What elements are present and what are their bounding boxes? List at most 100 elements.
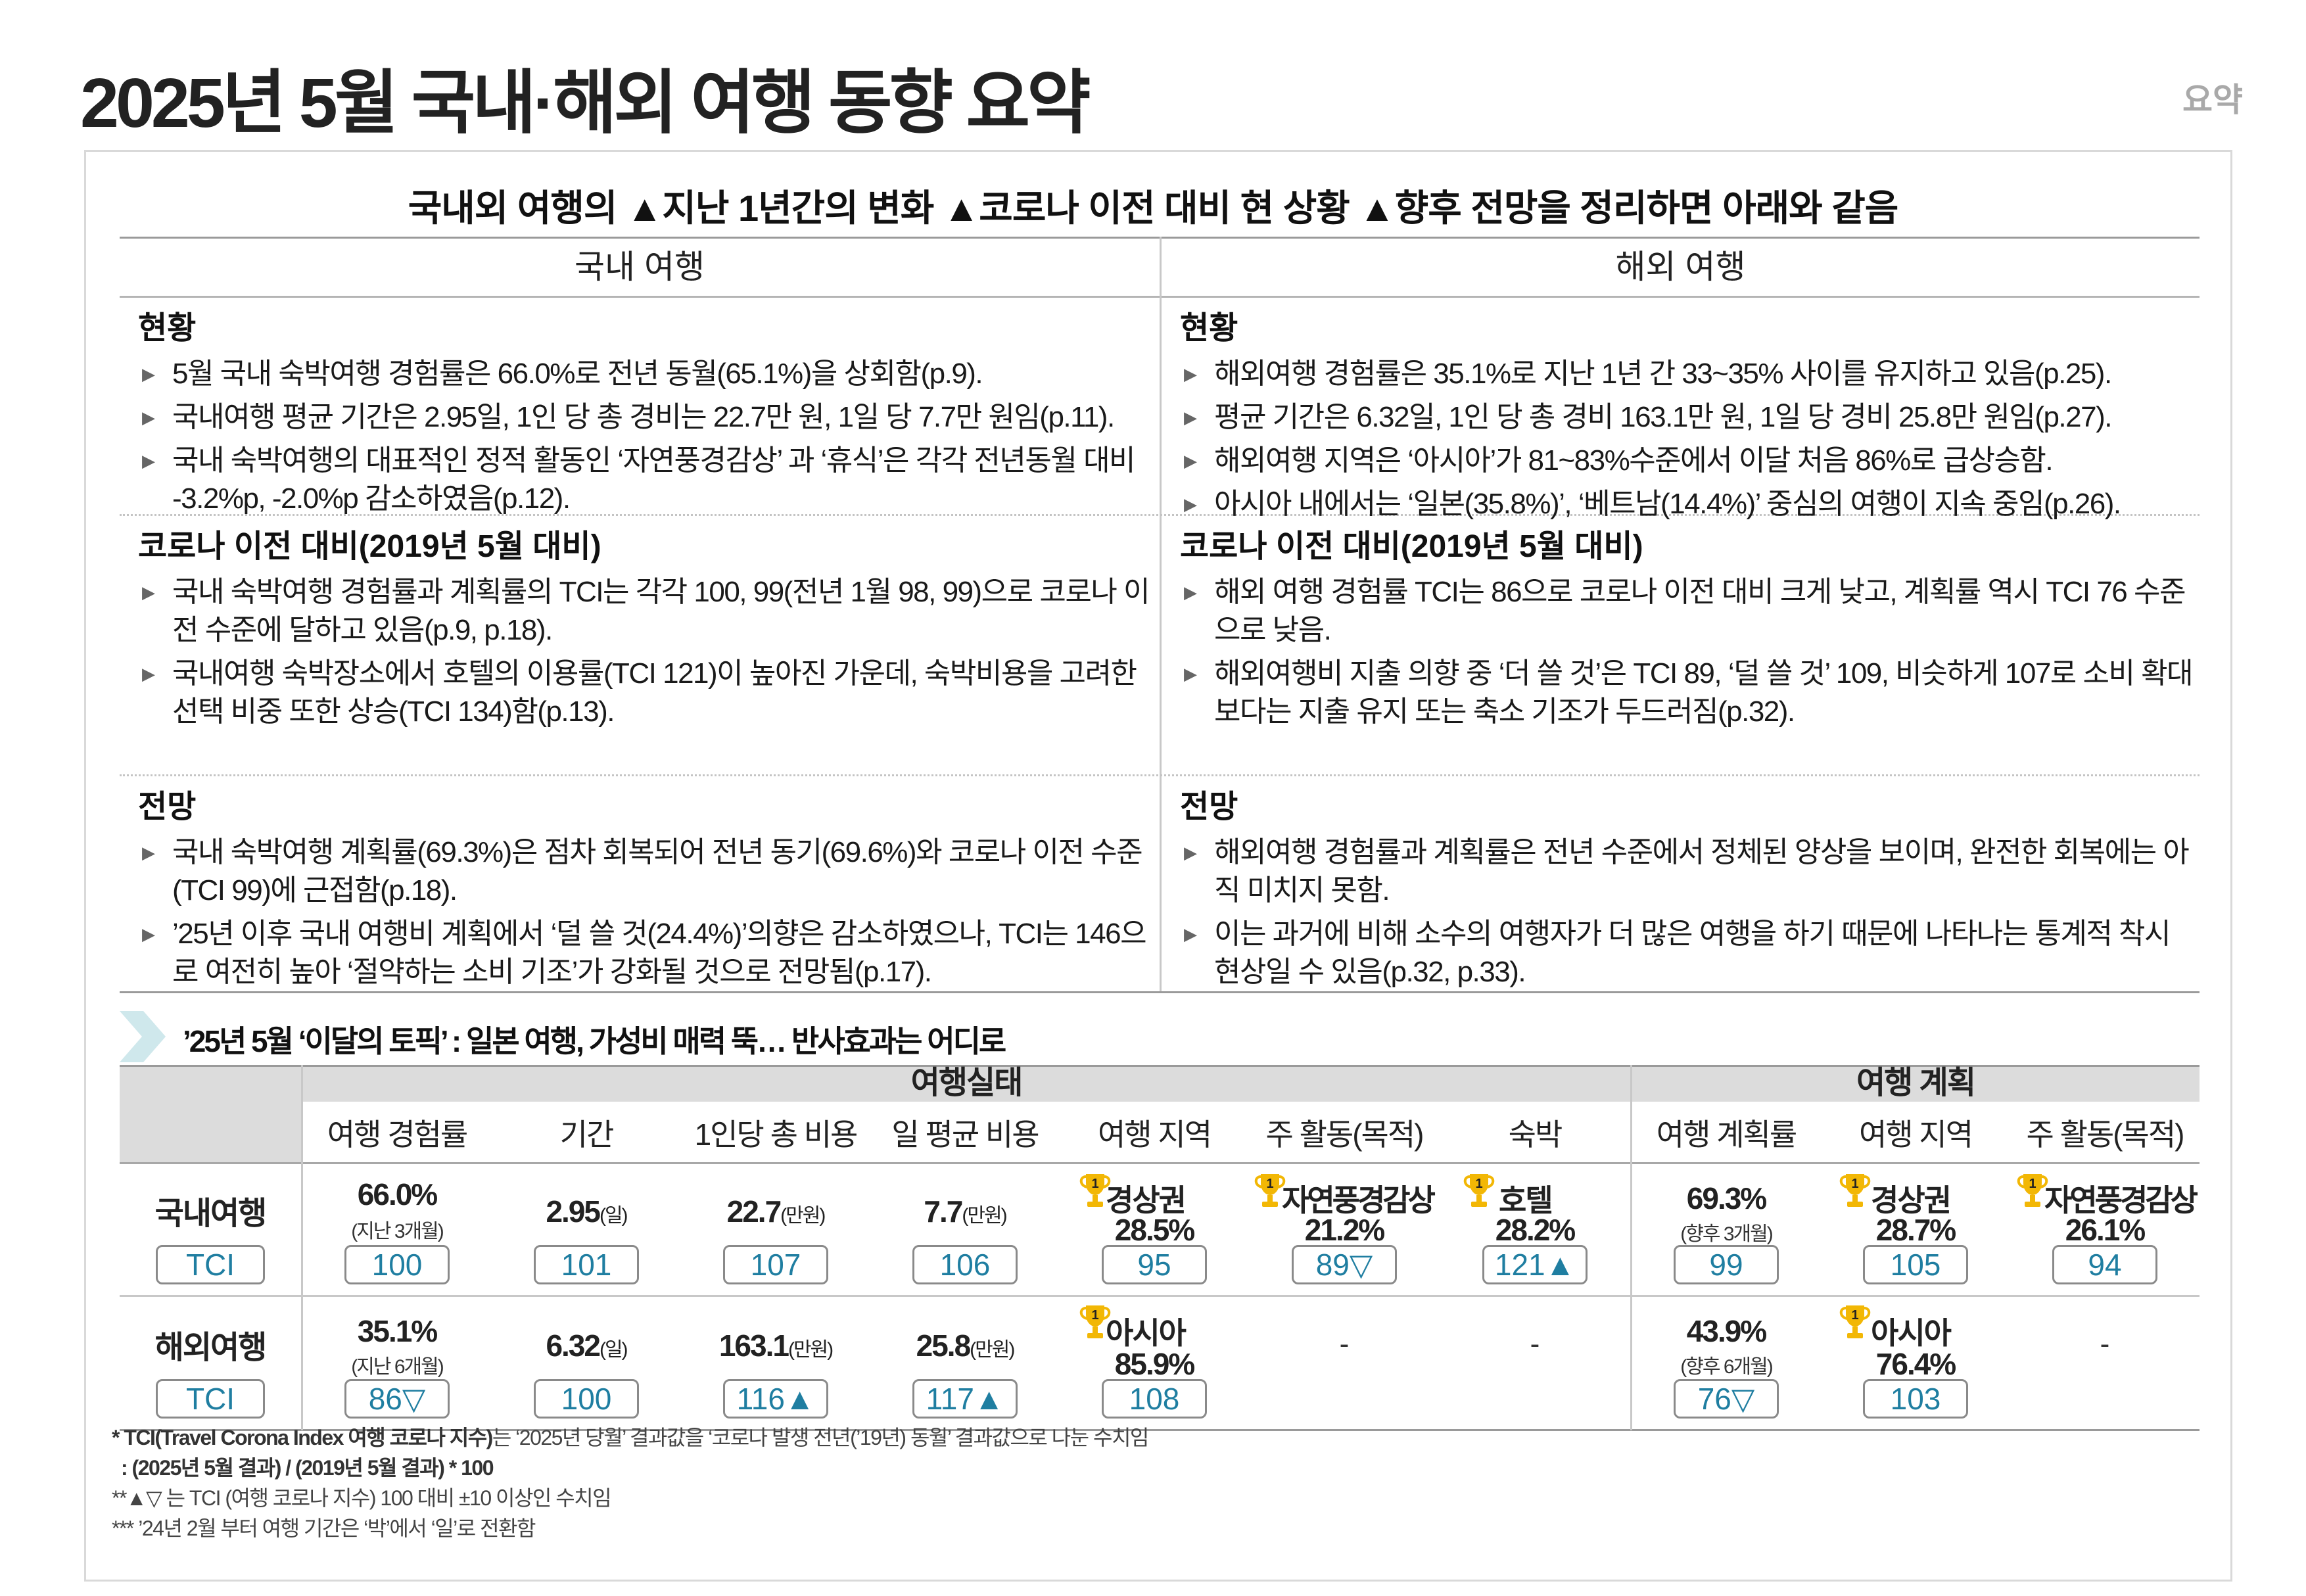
tci-value: 76▽: [1674, 1379, 1779, 1419]
bullet-arrow-icon: ▶: [1184, 494, 1197, 514]
svg-text:1: 1: [1475, 1177, 1482, 1191]
tci-value: 107: [723, 1245, 828, 1284]
bullet-arrow-icon: ▶: [142, 364, 155, 384]
section-title: 코로나 이전 대비(2019년 5월 대비): [1180, 529, 1643, 564]
tci-value: 105: [1863, 1245, 1968, 1284]
domestic-plan-rate: 69.3%: [1686, 1181, 1767, 1215]
column-header: 여행 지역: [1858, 1117, 1973, 1152]
divider: [120, 1429, 2200, 1431]
domestic-outlook-section: 전망 ▶ 국내 숙박여행 계획률(69.3%)은 점차 회복되어 전년 동기(69…: [120, 778, 1158, 997]
overseas-plan-period: (향후 6개월): [1680, 1356, 1773, 1378]
trophy-icon: 1: [1463, 1174, 1495, 1207]
column-header: 기간: [559, 1117, 615, 1152]
column-header: 숙박: [1508, 1117, 1563, 1152]
bullet: ▶ 해외여행 경험률과 계획률은 전년 수준에서 정체된 양상을 보이며, 완전한…: [1180, 833, 2200, 910]
domestic-column-header: 국내 여행: [575, 248, 705, 285]
divider: [120, 514, 2200, 516]
bullet: ▶ 평균 기간은 6.32일, 1인 당 총 경비 163.1만 원, 1일 당 …: [1180, 398, 2200, 436]
divider: [120, 1295, 2200, 1297]
tci-value: 99: [1674, 1245, 1779, 1284]
svg-text:1: 1: [1266, 1177, 1273, 1191]
bullet: ▶ 국내여행 숙박장소에서 호텔의 이용률(TCI 121)이 높아진 가운데, …: [138, 655, 1158, 731]
bullet: ▶ 국내 숙박여행 경험률과 계획률의 TCI는 각각 100, 99(전년 1월…: [138, 573, 1158, 649]
bullet-arrow-icon: ▶: [142, 843, 155, 862]
section-title: 코로나 이전 대비(2019년 5월 대비): [138, 529, 601, 564]
svg-text:1: 1: [1091, 1177, 1098, 1191]
bullet: ▶ 아시아 내에서는 ‘일본(35.8%)’, ‘베트남(14.4%)’ 중심의 …: [1180, 485, 2200, 523]
overseas-experience-rate: 35.1%: [357, 1314, 438, 1348]
domestic-activity-share: 21.2%: [1304, 1213, 1385, 1247]
tci-value: 94: [2052, 1245, 2157, 1284]
section-label: 요약: [2182, 82, 2243, 118]
bullet-arrow-icon: ▶: [142, 664, 155, 684]
domestic-duration: 2.95(일): [546, 1194, 628, 1229]
divider: [120, 1162, 2200, 1164]
tci-value: 100: [534, 1379, 639, 1419]
trophy-icon: 1: [1079, 1174, 1111, 1207]
domestic-plan-activity: 자연풍경감상: [2044, 1183, 2198, 1217]
bullet-arrow-icon: ▶: [142, 582, 155, 602]
tci-value: 116▲: [723, 1379, 828, 1419]
svg-text:1: 1: [1851, 1177, 1858, 1191]
bullet-arrow-icon: ▶: [1184, 924, 1197, 944]
column-header: 여행 지역: [1097, 1117, 1212, 1152]
tci-value: 121▲: [1482, 1245, 1588, 1284]
overseas-daily-cost: 25.8(만원): [916, 1328, 1016, 1363]
summary-table: 국내 여행 해외 여행 현황 ▶ 5월 국내 숙박여행 경험률은 66.0%로 전…: [120, 237, 2200, 993]
overseas-total-cost: 163.1(만원): [718, 1328, 834, 1363]
bullet-arrow-icon: ▶: [1184, 664, 1197, 684]
group-header-actual: 여행실태: [910, 1066, 1024, 1100]
tci-value: 103: [1863, 1379, 1968, 1419]
footnote: * TCI(Travel Corona Index 여행 코로나 지수)는 ‘2…: [112, 1426, 1149, 1449]
bullet-arrow-icon: ▶: [1184, 364, 1197, 384]
topic-title: ’25년 5월 ‘이달의 토픽’ : 일본 여행, 가성비 매력 뚝… 반사효과…: [183, 1024, 1006, 1058]
tci-value: 100: [344, 1245, 450, 1284]
tci-value: 108: [1102, 1379, 1207, 1419]
trophy-icon: 1: [2017, 1174, 2048, 1207]
domestic-daily-cost: 7.7(만원): [924, 1194, 1007, 1229]
bullet-arrow-icon: ▶: [1184, 843, 1197, 862]
bullet-arrow-icon: ▶: [142, 924, 155, 944]
overseas-outlook-section: 전망 ▶ 해외여행 경험률과 계획률은 전년 수준에서 정체된 양상을 보이며, …: [1162, 778, 2200, 997]
domestic-precovid-section: 코로나 이전 대비(2019년 5월 대비) ▶ 국내 숙박여행 경험률과 계획률…: [120, 518, 1158, 736]
overseas-plan-region: 아시아: [1871, 1316, 1952, 1350]
column-header: 일 평균 비용: [891, 1117, 1039, 1152]
trophy-icon: 1: [1839, 1305, 1871, 1338]
bullet: ▶ 해외 여행 경험률 TCI는 86으로 코로나 이전 대비 크게 낮고, 계획…: [1180, 573, 2200, 649]
tci-value: 89▽: [1292, 1245, 1397, 1284]
bullet: ▶ 국내 숙박여행 계획률(69.3%)은 점차 회복되어 전년 동기(69.6%…: [138, 833, 1158, 910]
column-header: 여행 경험률: [327, 1117, 468, 1152]
bullet: ▶ 해외여행 경험률은 35.1%로 지난 1년 간 33~35% 사이를 유지하…: [1180, 355, 2200, 393]
bullet: ▶ 국내여행 평균 기간은 2.95일, 1인 당 총 경비는 22.7만 원, …: [138, 398, 1158, 436]
bullet: ▶ 5월 국내 숙박여행 경험률은 66.0%로 전년 동월(65.1%)을 상회…: [138, 355, 1158, 393]
bullet-arrow-icon: ▶: [142, 408, 155, 427]
column-divider: [1160, 237, 1162, 993]
bullet: ▶ 국내 숙박여행의 대표적인 정적 활동인 ‘자연풍경감상’ 과 ‘휴식’은 각…: [138, 442, 1158, 518]
overseas-current-section: 현황 ▶ 해외여행 경험률은 35.1%로 지난 1년 간 33~35% 사이를 …: [1162, 300, 2200, 528]
domestic-region-share: 28.5%: [1114, 1213, 1195, 1247]
row-label-domestic: 국내여행: [154, 1196, 268, 1231]
trophy-icon: 1: [1079, 1305, 1111, 1338]
footnote: : (2025년 5월 결과) / (2019년 5월 결과) * 100: [121, 1456, 494, 1480]
domestic-activity: 자연풍경감상: [1282, 1183, 1436, 1217]
overseas-precovid-section: 코로나 이전 대비(2019년 5월 대비) ▶ 해외 여행 경험률 TCI는 8…: [1162, 518, 2200, 736]
section-title: 전망: [138, 789, 197, 824]
overseas-region-share: 85.9%: [1114, 1347, 1195, 1381]
svg-text:1: 1: [2029, 1177, 2036, 1191]
bullet: ▶ 해외여행 지역은 ‘아시아’가 81~83%수준에서 이달 처음 86%로 급…: [1180, 442, 2200, 480]
column-divider: [1630, 1065, 1632, 1430]
tci-label: TCI: [156, 1379, 265, 1419]
footnote: **▲▽ 는 TCI (여행 코로나 지수) 100 대비 ±10 이상인 수치…: [112, 1486, 612, 1510]
divider: [120, 774, 2200, 776]
domestic-lodging: 호텔: [1499, 1183, 1553, 1217]
intro-sentence: 국내외 여행의 ▲지난 1년간의 변화 ▲코로나 이전 대비 현 상황 ▲향후 …: [408, 187, 1898, 229]
domestic-plan-region-share: 28.7%: [1875, 1213, 1956, 1247]
domestic-plan-period: (향후 3개월): [1680, 1223, 1773, 1245]
header-corner: [120, 1065, 301, 1162]
section-title: 현황: [1180, 311, 1238, 346]
tci-label: TCI: [156, 1245, 265, 1284]
overseas-plan-region-share: 76.4%: [1875, 1347, 1956, 1381]
overseas-activity: -: [1339, 1328, 1350, 1360]
column-header: 1인당 총 비용: [694, 1117, 859, 1152]
section-title: 전망: [1180, 789, 1238, 824]
